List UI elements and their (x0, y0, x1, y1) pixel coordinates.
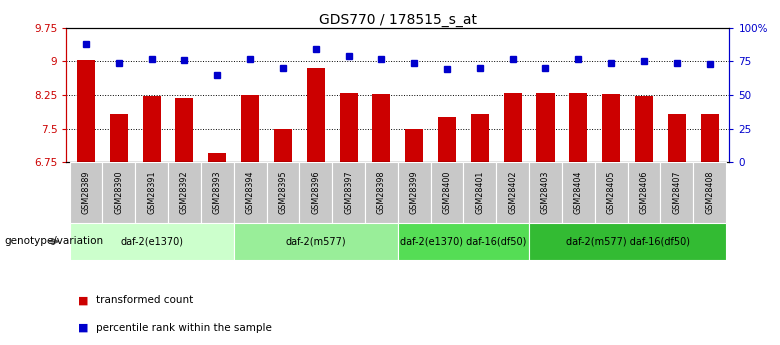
Text: daf-2(m577) daf-16(df50): daf-2(m577) daf-16(df50) (566, 237, 690, 246)
Text: ■: ■ (78, 323, 88, 333)
Bar (562, 162, 594, 223)
Text: GSM28391: GSM28391 (147, 170, 156, 214)
Text: daf-2(e1370) daf-16(df50): daf-2(e1370) daf-16(df50) (400, 237, 526, 246)
Bar (372, 93, 391, 162)
Bar (594, 162, 628, 223)
Text: daf-2(e1370): daf-2(e1370) (120, 237, 183, 246)
Bar (274, 129, 292, 162)
Text: GSM28394: GSM28394 (246, 170, 254, 214)
Bar (365, 162, 398, 223)
Bar (668, 114, 686, 162)
Bar (635, 96, 653, 162)
Text: GSM28392: GSM28392 (180, 170, 189, 214)
Text: GSM28406: GSM28406 (640, 171, 648, 214)
Bar (339, 92, 357, 162)
Bar (398, 223, 529, 260)
Bar (504, 92, 522, 162)
Bar (168, 162, 201, 223)
Text: GSM28398: GSM28398 (377, 170, 386, 214)
Bar (693, 162, 726, 223)
Bar (300, 162, 332, 223)
Text: GSM28405: GSM28405 (607, 170, 615, 214)
Bar (700, 114, 718, 162)
Text: GSM28408: GSM28408 (705, 171, 714, 214)
Bar (628, 162, 661, 223)
Bar (143, 96, 161, 162)
Bar (529, 162, 562, 223)
Bar (77, 60, 95, 162)
Text: GSM28397: GSM28397 (344, 170, 353, 214)
Bar (234, 223, 398, 260)
Text: transformed count: transformed count (96, 295, 193, 305)
Bar (110, 114, 128, 162)
Text: GSM28403: GSM28403 (541, 171, 550, 214)
Bar (405, 128, 424, 162)
Text: GSM28393: GSM28393 (213, 170, 222, 214)
Bar (234, 162, 267, 223)
Bar (69, 223, 234, 260)
Text: GSM28389: GSM28389 (81, 170, 90, 214)
Bar (208, 153, 226, 162)
Bar (661, 162, 693, 223)
Text: genotype/variation: genotype/variation (4, 237, 103, 246)
Bar (529, 223, 726, 260)
Bar (135, 162, 168, 223)
Bar (398, 162, 431, 223)
Text: GSM28396: GSM28396 (311, 170, 321, 214)
Text: GSM28399: GSM28399 (410, 170, 419, 214)
Title: GDS770 / 178515_s_at: GDS770 / 178515_s_at (319, 12, 477, 27)
Text: GSM28400: GSM28400 (442, 171, 452, 214)
Text: GSM28407: GSM28407 (672, 170, 681, 214)
Text: ■: ■ (78, 295, 88, 305)
Bar (102, 162, 135, 223)
Bar (496, 162, 529, 223)
Text: GSM28402: GSM28402 (509, 170, 517, 214)
Bar (463, 162, 496, 223)
Bar (332, 162, 365, 223)
Bar (241, 95, 259, 162)
Bar (537, 92, 555, 162)
Bar (602, 93, 620, 162)
Text: GSM28401: GSM28401 (475, 171, 484, 214)
Text: GSM28404: GSM28404 (574, 171, 583, 214)
Bar (176, 98, 193, 162)
Bar (69, 162, 102, 223)
Bar (471, 114, 489, 162)
Text: GSM28390: GSM28390 (115, 170, 123, 214)
Text: percentile rank within the sample: percentile rank within the sample (96, 323, 271, 333)
Bar (267, 162, 300, 223)
Bar (431, 162, 463, 223)
Bar (201, 162, 234, 223)
Text: GSM28395: GSM28395 (278, 170, 287, 214)
Bar (307, 68, 324, 162)
Bar (438, 117, 456, 162)
Bar (569, 92, 587, 162)
Text: daf-2(m577): daf-2(m577) (285, 237, 346, 246)
